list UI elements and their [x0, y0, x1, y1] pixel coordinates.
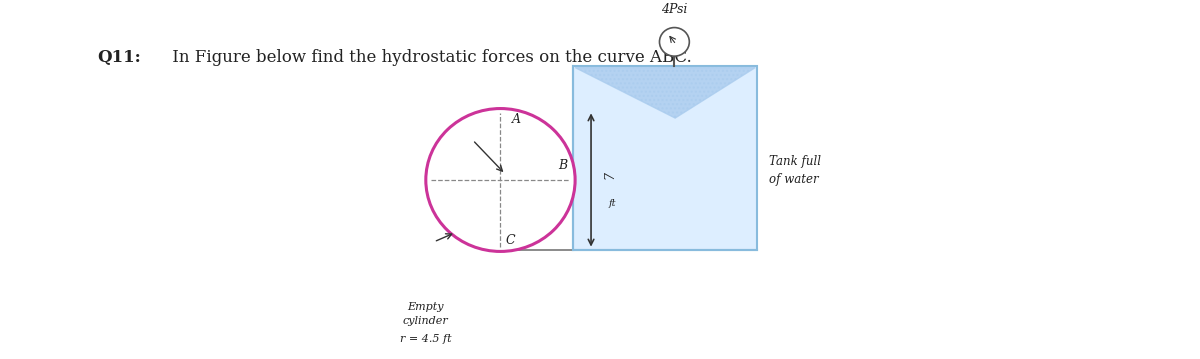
- Text: In Figure below find the hydrostatic forces on the curve ABC.: In Figure below find the hydrostatic for…: [167, 50, 691, 66]
- Text: Tank full
of water: Tank full of water: [769, 155, 821, 186]
- Bar: [574, 66, 757, 250]
- Text: A: A: [512, 113, 522, 126]
- Text: ft: ft: [608, 199, 617, 208]
- Text: 7: 7: [602, 171, 616, 179]
- Text: B: B: [558, 159, 568, 172]
- Polygon shape: [575, 67, 755, 118]
- Circle shape: [660, 28, 689, 56]
- Text: C: C: [505, 234, 515, 247]
- Text: Q11:: Q11:: [97, 50, 142, 66]
- Text: 4Psi: 4Psi: [661, 3, 688, 16]
- Text: Empty
cylinder: Empty cylinder: [403, 302, 449, 326]
- Text: r = 4.5 ft: r = 4.5 ft: [400, 334, 451, 344]
- Circle shape: [426, 108, 575, 251]
